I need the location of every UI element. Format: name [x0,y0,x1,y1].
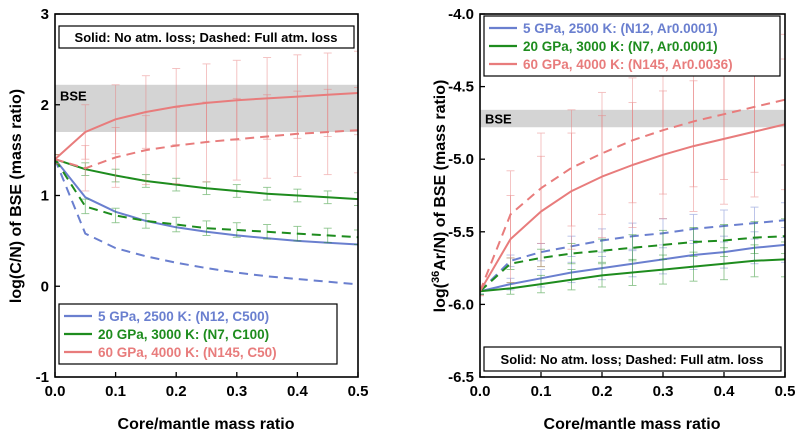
error-bar [81,198,90,215]
note-box [58,25,355,49]
x-tick-label: 0.1 [531,383,552,400]
legend-label-5gpa: 5 GPa, 2500 K: (N12, C500) [98,309,269,324]
y-tick-label: 1 [41,188,49,205]
y-axis-label: log(36Ar/N) of BSE (mass ratio) [430,80,449,313]
y-tick-label: -5.0 [448,151,474,168]
legend-label-20gpa: 20 GPa, 3000 K: (N7, Ar0.0001) [523,39,718,54]
x-axis-label: Core/mantle mass ratio [544,416,721,433]
y-tick-label: -6.0 [448,296,474,313]
x-tick-label: 0.3 [226,383,247,400]
x-tick-label: 0.0 [45,383,66,400]
error-bar [172,216,181,233]
x-tick-label: 0.5 [775,383,796,400]
error-bar [598,238,606,263]
error-bar [202,220,211,236]
series-line-dashed [480,98,785,292]
axes-frame [479,13,786,378]
series-1 [55,158,358,286]
error-bar [781,241,785,278]
y-tick-label: 0 [41,278,49,295]
axis-ticks: 0.0 0.1 0.2 0.3 0.4 0.5 -1 0 1 2 3 [36,6,369,400]
y-tick-label: -4.5 [448,79,474,96]
legend: 5 GPa, 2500 K: (N12, Ar0.0001) 20 GPa, 3… [489,21,733,72]
bse-label: BSE [60,88,87,103]
y-axis-label-prefix: log( [432,282,449,312]
error-bar [781,226,785,263]
bse-label: BSE [485,112,512,127]
legend-box [58,303,338,365]
legend: 5 GPa, 2500 K: (N12, C500) 20 GPa, 3000 … [64,309,277,360]
error-bar [232,222,241,238]
plot-area [480,33,785,297]
series-line-solid [480,258,785,293]
error-bar [659,229,667,260]
error-bar [598,91,606,215]
axis-ticks: 0.0 0.1 0.2 0.3 0.4 0.5 -4.0 -4.5 -5.0 -5.5 -6.0 -6… [448,6,795,400]
y-tick-label: -4.0 [448,6,474,23]
x-tick-label: 0.2 [166,383,187,400]
series-line-dashed [55,129,358,170]
y-axis-label-superscript: 36 [430,271,442,283]
error-bar [781,33,785,166]
x-tick-label: 0.0 [470,383,491,400]
error-bar [781,202,785,239]
chart-left-cn: 0.0 0.1 0.2 0.3 0.4 0.5 -1 0 1 2 3 BSE Solid: No a… [8,6,368,433]
series-line-dashed [55,158,358,286]
x-tick-label: 0.2 [592,383,613,400]
error-bar [111,207,120,224]
y-tick-label: -5.5 [448,224,474,241]
note-box [483,346,782,372]
x-tick-label: 0.3 [653,383,674,400]
error-bar [55,154,59,165]
y-tick-label: 2 [41,97,49,114]
error-bar [354,87,358,174]
series-line-dashed [55,158,358,239]
y-axis-label: log(C/N) of BSE (mass ratio) [8,89,25,303]
error-bar [141,213,150,229]
y-tick-label: 3 [41,6,49,23]
legend-label-60gpa: 60 GPa, 4000 K: (N145, Ar0.0036) [523,57,733,72]
error-bar [781,218,785,255]
error-bar [354,192,358,206]
series-3 [55,154,358,245]
x-tick-label: 0.5 [348,383,369,400]
series-line-solid [55,158,358,201]
legend-box [483,15,781,77]
chart-right-arn: 0.0 0.1 0.2 0.3 0.4 0.5 -4.0 -4.5 -5.0 -5.5 -6.0 -6… [430,6,795,433]
legend-label-60gpa: 60 GPa, 4000 K: (N145, C50) [98,345,277,360]
legend-label-5gpa: 5 GPa, 2500 K: (N12, Ar0.0001) [523,21,718,36]
line-style-note: Solid: No atm. loss; Dashed: Full atm. l… [501,352,764,367]
legend-label-20gpa: 20 GPa, 3000 K: (N7, C100) [98,327,269,342]
y-tick-label: -6.5 [448,369,474,386]
line-style-note: Solid: No atm. loss; Dashed: Full atm. l… [75,30,338,45]
error-bar [567,109,576,227]
error-bar [354,229,358,245]
x-tick-label: 0.4 [714,383,736,400]
error-bar [781,58,785,191]
series-5 [480,33,785,297]
plot-area [55,50,358,286]
x-tick-label: 0.1 [105,383,126,400]
x-tick-label: 0.4 [287,383,309,400]
error-bar [628,234,637,262]
y-tick-label: -1 [36,369,49,386]
series-5 [55,87,358,192]
series-line-dashed [480,235,785,293]
y-axis-label-suffix: Ar/N) of BSE (mass ratio) [432,80,449,271]
x-axis-label: Core/mantle mass ratio [118,416,295,433]
error-bar [354,50,358,136]
